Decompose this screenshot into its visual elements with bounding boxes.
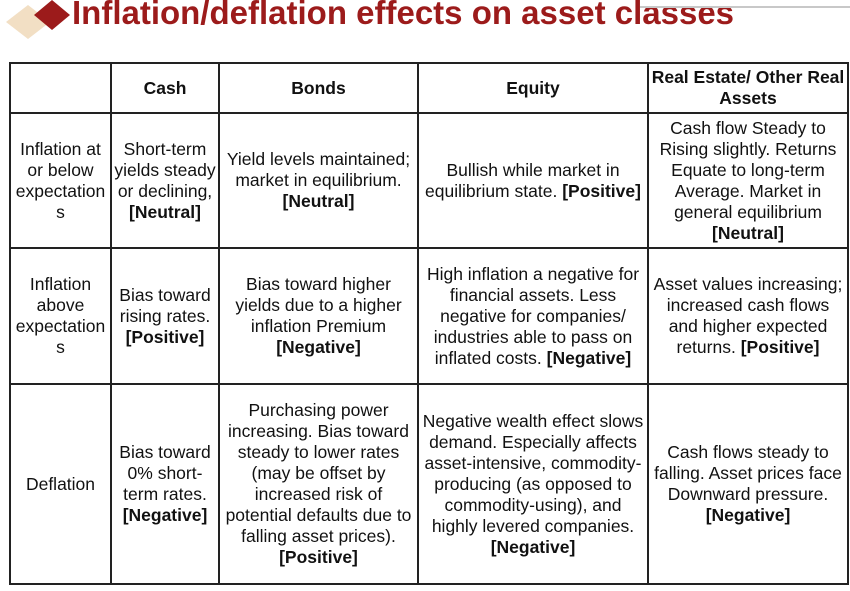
column-header: Real Estate/ Other Real Assets	[647, 62, 849, 114]
row: Inflation at or below expectations Short-…	[9, 112, 849, 249]
rule	[640, 6, 850, 8]
cell-tag: [Negative]	[276, 337, 361, 357]
cell: Purchasing power increasing. Bias toward…	[218, 383, 419, 585]
header-row: Cash Bonds Equity Real Estate/ Other Real A…	[9, 62, 849, 114]
cell: Negative wealth effect slows demand. Esp…	[417, 383, 649, 585]
cell-text: Bias toward higher yields due to a highe…	[235, 274, 402, 336]
cell: Bias toward higher yields due to a highe…	[218, 247, 419, 385]
title-icon	[6, 0, 70, 39]
cell-tag: [Neutral]	[282, 191, 355, 211]
cell: Cash flows steady to falling. Asset pric…	[647, 383, 849, 585]
diamond-front	[34, 0, 70, 30]
cell-text: Bias toward rising rates.	[119, 284, 211, 326]
cell-text: Yield levels maintained; market in equil…	[226, 149, 411, 190]
title: Inflation/deflation effects on asset cla…	[72, 0, 735, 31]
row: Inflation above expectations Bias toward …	[9, 247, 849, 385]
cell: Short-term yields steady or declining, […	[110, 112, 220, 249]
cell-text: Cash flows steady to falling. Asset pric…	[654, 442, 842, 504]
cell-tag: [Positive]	[125, 326, 205, 347]
cell-tag: [Positive]	[740, 337, 820, 357]
cell-tag: [Negative]	[122, 505, 208, 525]
cell-tag: [Neutral]	[129, 201, 201, 222]
cell-text: Negative wealth effect slows demand. Esp…	[422, 410, 644, 536]
row-label: Deflation	[9, 383, 112, 585]
cell-tag: [Positive]	[279, 547, 358, 567]
cell-tag: [Positive]	[562, 180, 641, 201]
cell-text: Short-term yields steady or declining,	[114, 138, 216, 201]
column-header: Bonds	[218, 62, 419, 114]
cell-text: Bias toward 0% short-term rates.	[119, 442, 211, 504]
cell-text: Purchasing power increasing. Bias toward…	[225, 400, 412, 546]
cell-tag: [Neutral]	[712, 222, 784, 243]
row: Deflation Bias toward 0% short-term rates…	[9, 383, 849, 585]
column-header: Equity	[417, 62, 649, 114]
cell-tag: [Negative]	[490, 536, 576, 557]
cell-text: Bullish while market in equilibrium stat…	[425, 159, 620, 201]
cell-text: Asset values increasing; increased cash …	[653, 274, 843, 357]
cell: Bullish while market in equilibrium stat…	[417, 112, 649, 249]
cell: Asset values increasing; increased cash …	[647, 247, 849, 385]
cell-tag: [Negative]	[546, 347, 632, 368]
cell: Bias toward 0% short-term rates. [Negati…	[110, 383, 220, 585]
cell: Yield levels maintained; market in equil…	[218, 112, 419, 249]
cell-text: Cash flow Steady to Rising slightly. Ret…	[659, 117, 837, 222]
table: Cash Bonds Equity Real Estate/ Other Real A…	[9, 62, 849, 585]
corner-cell	[9, 62, 112, 114]
row-label: Inflation above expectations	[9, 247, 112, 385]
cell: Cash flow Steady to Rising slightly. Ret…	[647, 112, 849, 249]
column-header: Cash	[110, 62, 220, 114]
row-label: Inflation at or below expectations	[9, 112, 112, 249]
cell: High inflation a negative for financial …	[417, 247, 649, 385]
cell-tag: [Negative]	[705, 505, 791, 525]
cell-text: High inflation a negative for financial …	[426, 263, 640, 368]
cell: Bias toward rising rates. [Positive]	[110, 247, 220, 385]
